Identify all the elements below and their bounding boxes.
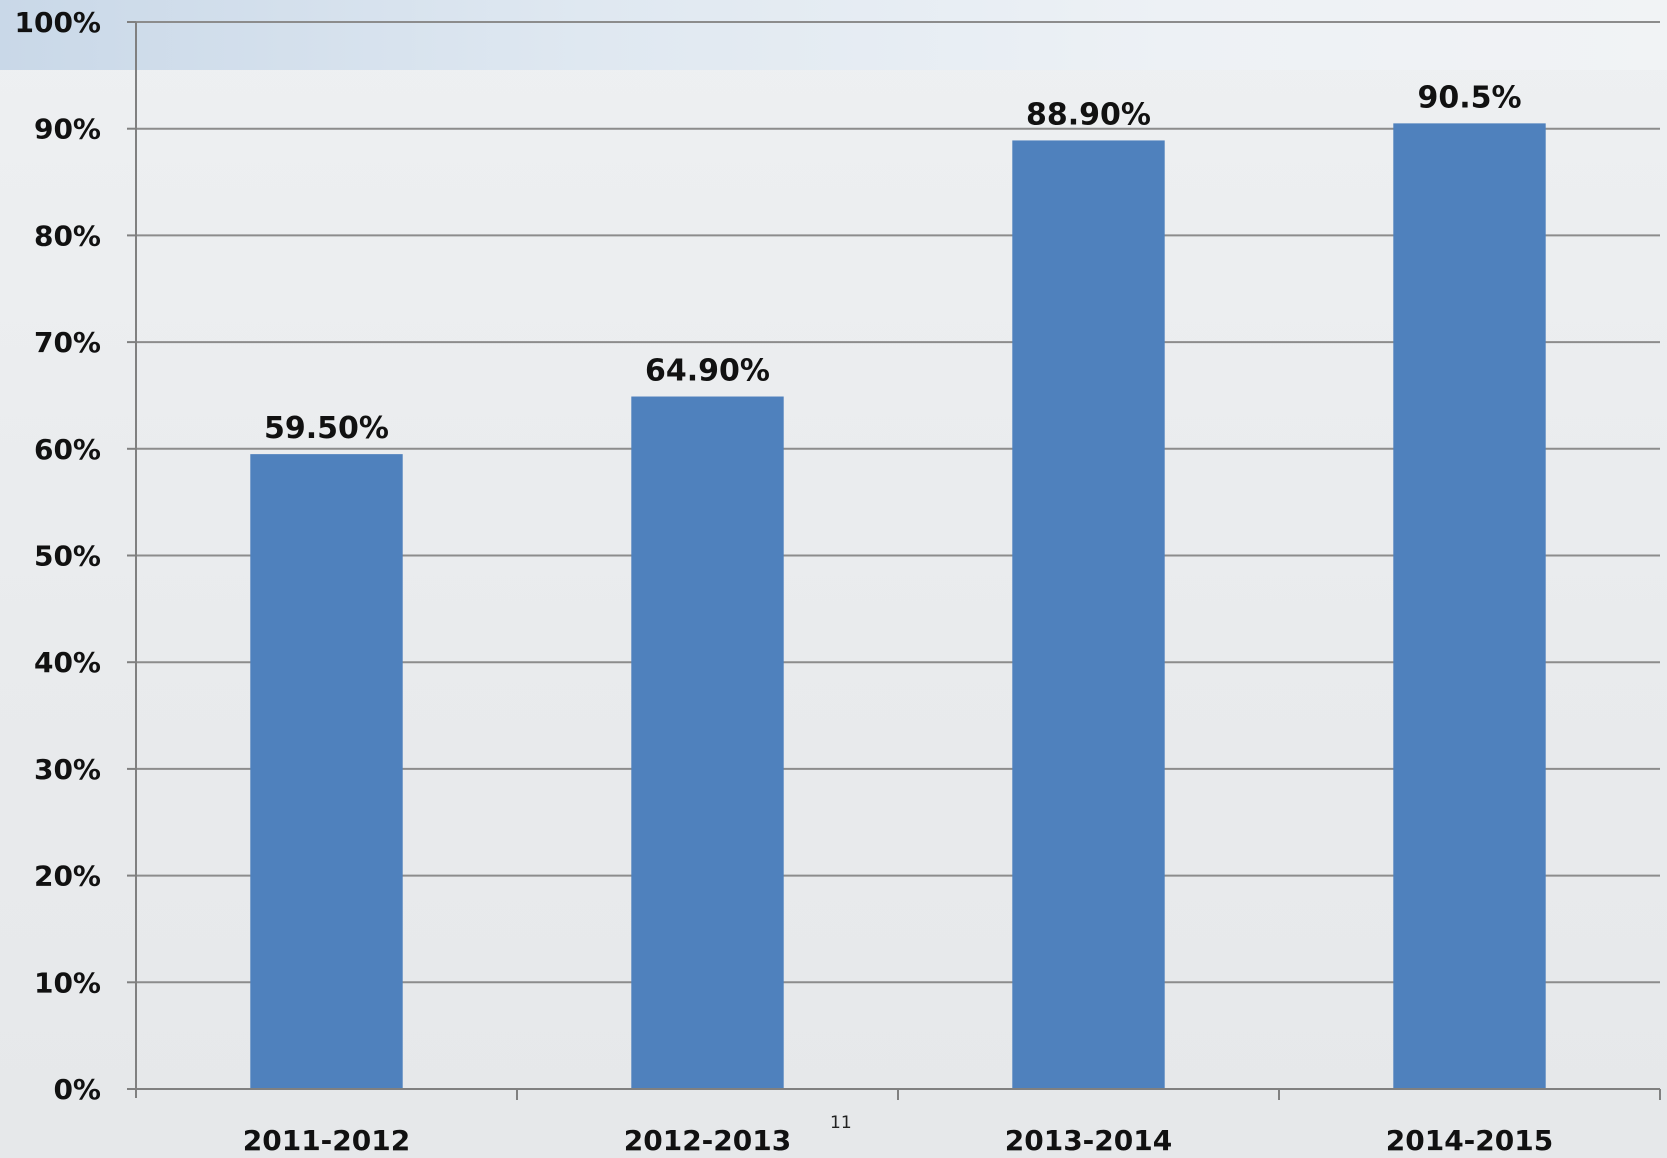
- x-tick-label: 2012-2013: [624, 1124, 791, 1157]
- data-label: 88.90%: [1026, 97, 1151, 132]
- bar: [631, 396, 784, 1090]
- bar: [1012, 140, 1165, 1089]
- y-tick-label: 60%: [34, 433, 101, 466]
- bars: [250, 123, 1546, 1090]
- bar: [1393, 123, 1546, 1090]
- y-tick-label: 100%: [14, 6, 101, 39]
- y-tick-label: 40%: [34, 646, 101, 679]
- x-tick-label: 2014-2015: [1386, 1124, 1553, 1157]
- y-tick-label: 20%: [34, 860, 101, 893]
- y-tick-label: 10%: [34, 966, 101, 999]
- labels: 0% 10% 20% 30% 40% 50% 60% 70% 80% 90% 100% 59.50% 2…: [14, 6, 1553, 1157]
- x-tick-label: 2013-2014: [1005, 1124, 1172, 1157]
- header-band: [0, 0, 1667, 70]
- page-number: 11: [830, 1113, 852, 1133]
- data-label: 64.90%: [645, 354, 770, 389]
- y-tick-label: 80%: [34, 219, 101, 252]
- data-label: 90.5%: [1417, 80, 1521, 115]
- axes: [127, 21, 1661, 1100]
- y-tick-label: 30%: [34, 753, 101, 786]
- x-tick-label: 2011-2012: [243, 1124, 410, 1157]
- bar: [250, 454, 403, 1089]
- data-label: 59.50%: [264, 411, 389, 446]
- y-tick-label: 90%: [34, 113, 101, 146]
- y-tick-label: 70%: [34, 326, 101, 359]
- y-tick-label: 50%: [34, 540, 101, 573]
- y-tick-label: 0%: [53, 1073, 101, 1106]
